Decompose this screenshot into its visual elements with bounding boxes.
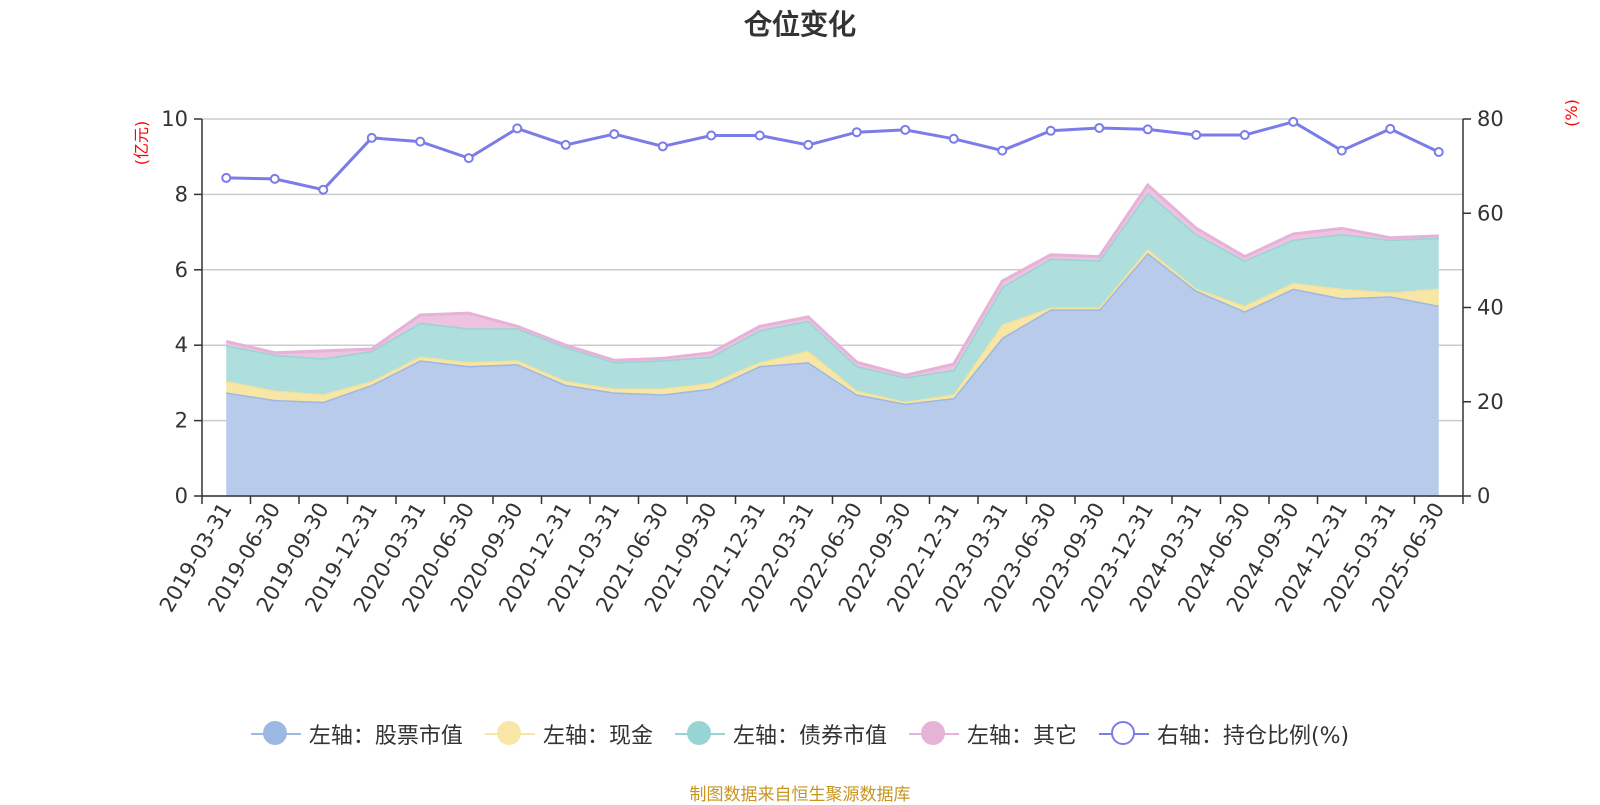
- legend-item-stock[interactable]: 左轴：股票市值: [250, 716, 463, 752]
- legend-label: 左轴：股票市值: [308, 724, 463, 749]
- area-series-0: [226, 252, 1439, 496]
- left-tick-label: 6: [175, 258, 188, 282]
- legend-cash-circle-icon: [484, 721, 535, 747]
- ratio-point: [318, 184, 329, 195]
- ratio-point: [754, 130, 765, 141]
- legend-label: 左轴：现金: [542, 724, 653, 749]
- legend-item-bond[interactable]: 左轴：债券市值: [674, 716, 887, 752]
- ratio-point: [609, 129, 620, 140]
- legend-stock-circle-icon: [250, 721, 301, 747]
- legend-label: 左轴：其它: [966, 724, 1077, 749]
- ratio-series-line: [226, 120, 1440, 192]
- right-tick-label: 40: [1477, 296, 1504, 320]
- legend-item-other[interactable]: 左轴：其它: [908, 716, 1077, 752]
- ratio-point: [900, 124, 911, 135]
- left-tick-label: 2: [175, 409, 188, 433]
- legend-item-ratio[interactable]: 右轴：持仓比例(%): [1098, 716, 1350, 752]
- ratio-point: [1094, 122, 1105, 133]
- right-tick-label: 60: [1477, 201, 1504, 225]
- left-tick-label: 4: [175, 333, 188, 357]
- ratio-point: [366, 132, 377, 143]
- legend-ratio-hollow-circle-icon: [1098, 721, 1149, 747]
- ratio-point: [1433, 146, 1444, 157]
- ratio-point: [1191, 130, 1202, 141]
- ratio-point: [851, 127, 862, 138]
- right-tick-label: 20: [1477, 390, 1504, 414]
- ratio-point: [221, 172, 232, 183]
- ratio-point: [1288, 116, 1299, 127]
- left-axis-label: (亿元): [132, 121, 151, 166]
- ratio-point: [560, 139, 571, 150]
- legend-item-cash[interactable]: 左轴：现金: [484, 716, 653, 752]
- ratio-point: [803, 139, 814, 150]
- left-tick-label: 8: [175, 182, 188, 206]
- area-series-2: [226, 192, 1439, 402]
- stacked-areas: [225, 182, 1440, 496]
- right-tick-label: 80: [1477, 107, 1504, 131]
- left-tick-label: 0: [175, 484, 188, 508]
- ratio-point: [1385, 123, 1396, 134]
- ratio-point: [1336, 145, 1347, 156]
- ratio-point: [512, 123, 523, 134]
- right-axis-label: (%): [1562, 99, 1581, 127]
- legend-other-circle-icon: [908, 721, 959, 747]
- ratio-point: [1142, 124, 1153, 135]
- ratio-point: [269, 173, 280, 184]
- legend-bond-circle-icon: [674, 721, 725, 747]
- ratio-point: [997, 145, 1008, 156]
- ratio-point: [1239, 130, 1250, 141]
- ratio-point: [415, 136, 426, 147]
- legend-label: 左轴：债券市值: [732, 724, 887, 749]
- left-tick-label: 10: [161, 107, 188, 131]
- legend: 左轴：股票市值 左轴：现金 左轴：债券市值 左轴：其它 右轴：持仓比例(%): [0, 716, 1600, 752]
- chart-title: 仓位变化: [744, 8, 856, 41]
- legend-label: 右轴：持仓比例(%): [1156, 724, 1350, 749]
- data-source-note: 制图数据来自恒生聚源数据库: [689, 785, 911, 805]
- ratio-point: [706, 130, 717, 141]
- ratio-point: [1045, 125, 1056, 136]
- ratio-point: [463, 153, 474, 164]
- ratio-point: [948, 133, 959, 144]
- ratio-line: [221, 116, 1444, 195]
- area-series-line-3: [225, 182, 1439, 377]
- right-tick-label: 0: [1477, 484, 1490, 508]
- ratio-point: [657, 141, 668, 152]
